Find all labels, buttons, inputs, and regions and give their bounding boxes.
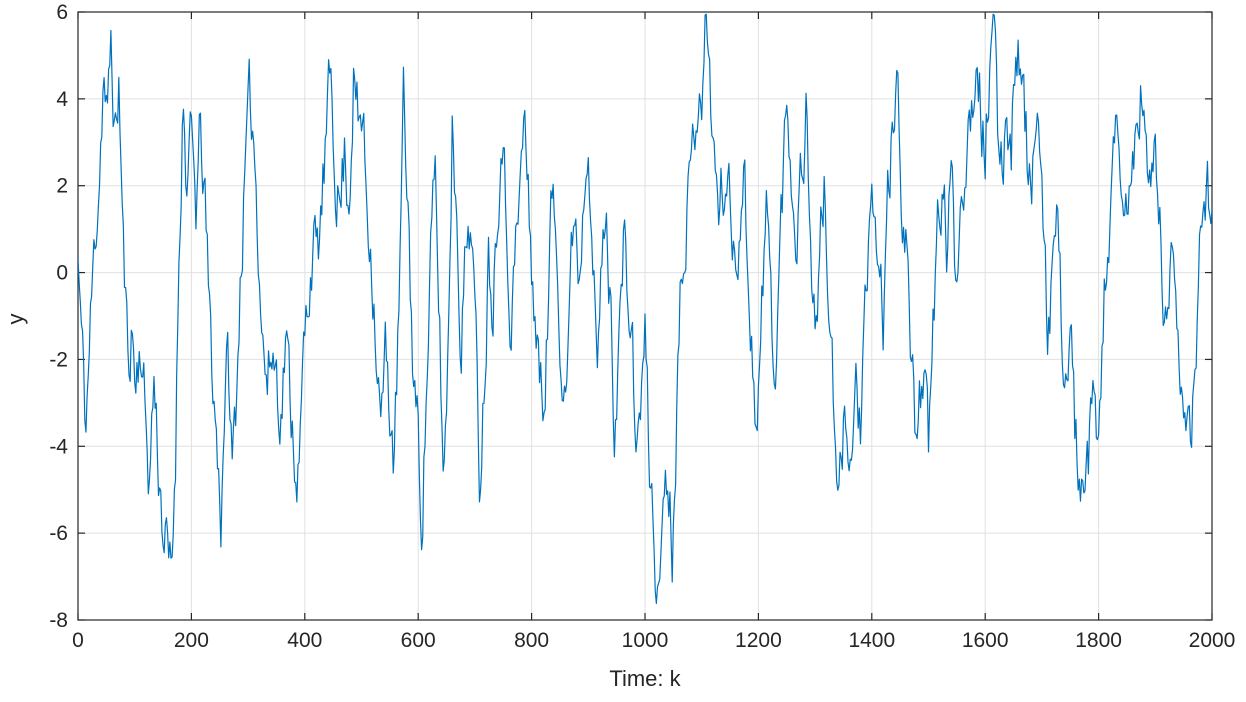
x-axis-label: Time: k (609, 666, 681, 691)
x-tick-label: 1000 (622, 629, 669, 652)
x-tick-label: 1600 (962, 629, 1009, 652)
y-tick-label: 6 (56, 1, 68, 24)
x-tick-label: 0 (72, 629, 84, 652)
y-tick-label: -2 (49, 348, 68, 371)
y-axis-label: y (3, 313, 28, 325)
x-tick-label: 1800 (1075, 629, 1122, 652)
x-tick-label: 1200 (735, 629, 782, 652)
y-tick-label: -4 (49, 435, 68, 458)
x-tick-label: 600 (401, 629, 436, 652)
y-tick-label: 0 (56, 262, 68, 285)
y-tick-label: 2 (56, 175, 68, 198)
x-tick-label: 2000 (1189, 629, 1236, 652)
tick-labels: 0 200 400 600 800 1000 1200 1400 1600 1800 2000 -8 -… (49, 1, 1235, 652)
x-tick-label: 200 (174, 629, 209, 652)
y-tick-label: -6 (49, 522, 68, 545)
series-line (78, 13, 1212, 605)
x-tick-label: 400 (287, 629, 322, 652)
x-tick-label: 800 (514, 629, 549, 652)
y-tick-label: -8 (49, 609, 68, 632)
x-tick-label: 1400 (848, 629, 895, 652)
y-tick-label: 4 (56, 88, 68, 111)
